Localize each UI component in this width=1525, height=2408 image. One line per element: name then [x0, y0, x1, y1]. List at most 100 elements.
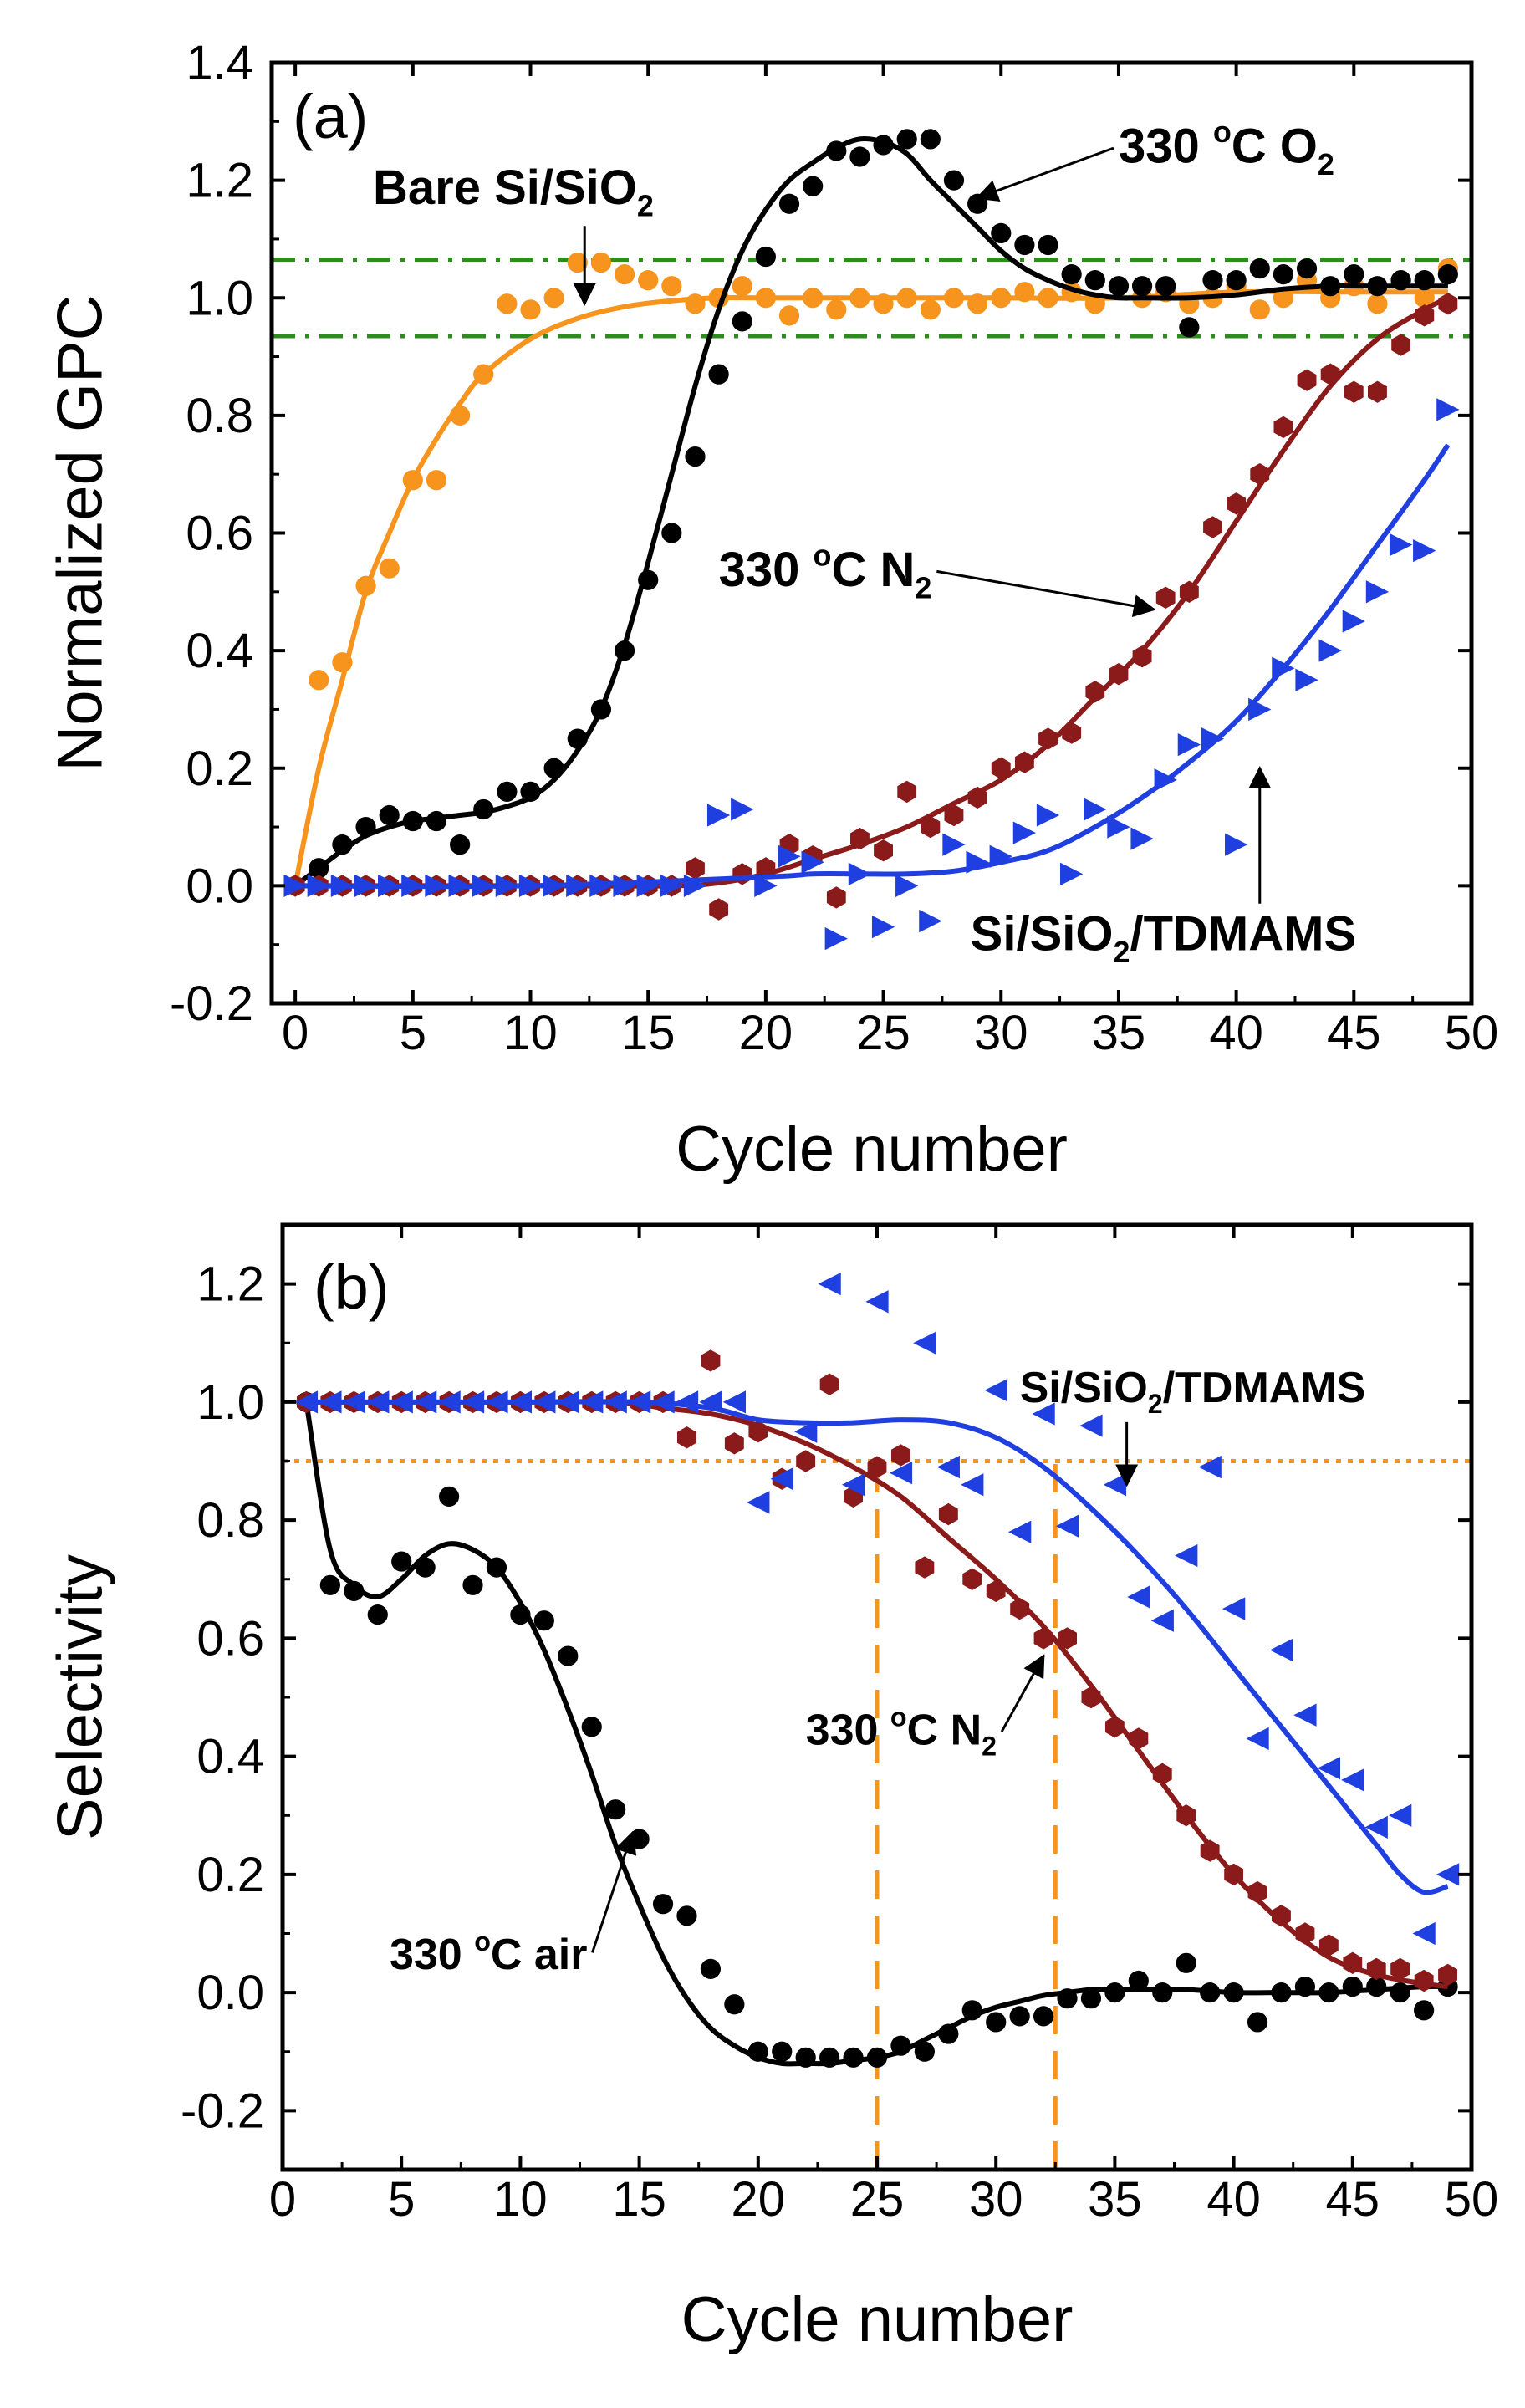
data-point: [1297, 369, 1317, 391]
data-point: [826, 886, 846, 909]
data-point: [332, 834, 353, 855]
data-point: [826, 299, 847, 320]
data-point: [756, 857, 776, 880]
data-point: [699, 1390, 722, 1414]
data-point: [1436, 398, 1460, 421]
y-tick-label: 1.2: [186, 154, 253, 208]
y-tick-label: -0.2: [170, 977, 253, 1031]
data-point: [518, 874, 543, 898]
data-point: [920, 129, 941, 150]
data-point: [520, 299, 541, 320]
annotation-label-1-2: 330 oC air: [390, 1926, 588, 1979]
data-point: [677, 1426, 696, 1449]
data-point: [913, 1331, 936, 1354]
data-point: [1132, 645, 1152, 668]
data-point: [685, 293, 706, 314]
data-point: [967, 293, 988, 314]
data-point: [566, 874, 589, 898]
data-point: [1084, 798, 1107, 821]
data-point: [991, 222, 1012, 244]
data-point: [401, 874, 425, 898]
data-point: [627, 1390, 651, 1414]
data-point: [1201, 727, 1225, 751]
y-tick-label: 1.4: [186, 36, 253, 90]
series-0: [296, 1391, 1458, 2068]
data-point: [367, 1604, 388, 1625]
data-point: [1249, 258, 1270, 279]
data-point: [967, 786, 987, 809]
data-point: [1438, 293, 1458, 315]
data-point: [1062, 722, 1082, 744]
data-point: [567, 252, 588, 273]
data-point: [319, 1390, 342, 1414]
data-point: [425, 874, 448, 898]
data-point: [1389, 533, 1413, 557]
x-tick-label: 25: [850, 2172, 905, 2227]
data-point: [1412, 1921, 1436, 1946]
x-tick-label: 5: [388, 2172, 415, 2227]
annotation-label-1-0: Si/SiO2/TDMAMS: [1020, 1364, 1366, 1419]
data-point: [675, 1390, 699, 1414]
data-point: [1176, 1952, 1196, 1973]
y-tick-label: 0.6: [196, 1611, 264, 1666]
data-point: [1033, 2006, 1054, 2027]
data-point: [731, 798, 754, 821]
data-point: [590, 252, 612, 273]
data-point: [533, 1390, 556, 1414]
y-tick-label: 0.0: [196, 1966, 264, 2020]
y-axis-title: Normalized GPC: [45, 294, 116, 771]
data-point: [1036, 804, 1060, 827]
data-point: [850, 827, 870, 850]
data-point: [942, 833, 966, 856]
data-point: [1294, 1976, 1316, 1997]
data-point: [961, 2000, 982, 2021]
data-point: [660, 874, 683, 898]
fit-line: [293, 136, 1448, 888]
data-point: [966, 850, 989, 874]
data-point: [866, 2047, 888, 2068]
data-point: [472, 874, 495, 898]
data-point: [1127, 1585, 1150, 1609]
annotation-label-0-1: 330 oC O2: [1119, 115, 1334, 181]
data-point: [614, 264, 635, 285]
data-point: [1103, 1473, 1127, 1497]
data-point: [1272, 656, 1295, 680]
data-point: [589, 874, 613, 898]
series-2: [294, 1272, 1460, 1946]
data-point: [873, 293, 894, 314]
data-point: [1437, 264, 1458, 285]
x-axis-title: Cycle number: [681, 2284, 1074, 2355]
data-point: [732, 276, 752, 297]
data-point: [1081, 1686, 1101, 1709]
data-point: [1343, 1951, 1363, 1974]
data-point: [1415, 304, 1435, 327]
y-tick-label: 1.0: [186, 271, 253, 325]
data-point: [581, 1717, 602, 1737]
data-point: [508, 1390, 533, 1414]
data-point: [1366, 1976, 1387, 1997]
data-point: [1227, 492, 1247, 515]
data-point: [1249, 299, 1270, 320]
data-point: [1198, 1455, 1222, 1479]
annotation-arrow-0-1: [975, 146, 1114, 202]
data-point: [391, 1551, 412, 1572]
y-tick-label: 0.8: [196, 1493, 264, 1548]
data-point: [1413, 538, 1436, 563]
data-point: [724, 1432, 744, 1455]
data-point: [686, 857, 705, 880]
data-point: [344, 1580, 365, 1601]
data-point: [485, 1390, 508, 1414]
data-point: [938, 2023, 959, 2044]
data-point: [915, 1556, 935, 1579]
data-point: [1150, 1609, 1174, 1632]
data-point: [342, 1390, 365, 1414]
data-point: [1368, 380, 1387, 403]
y-tick-label: 0.8: [186, 389, 253, 443]
data-point: [1008, 1520, 1032, 1543]
data-point: [1296, 258, 1318, 279]
data-point: [1342, 1976, 1363, 1997]
panel-label: (b): [314, 1252, 389, 1322]
data-point: [402, 810, 423, 832]
data-point: [1247, 1880, 1267, 1904]
data-point: [1038, 727, 1058, 750]
